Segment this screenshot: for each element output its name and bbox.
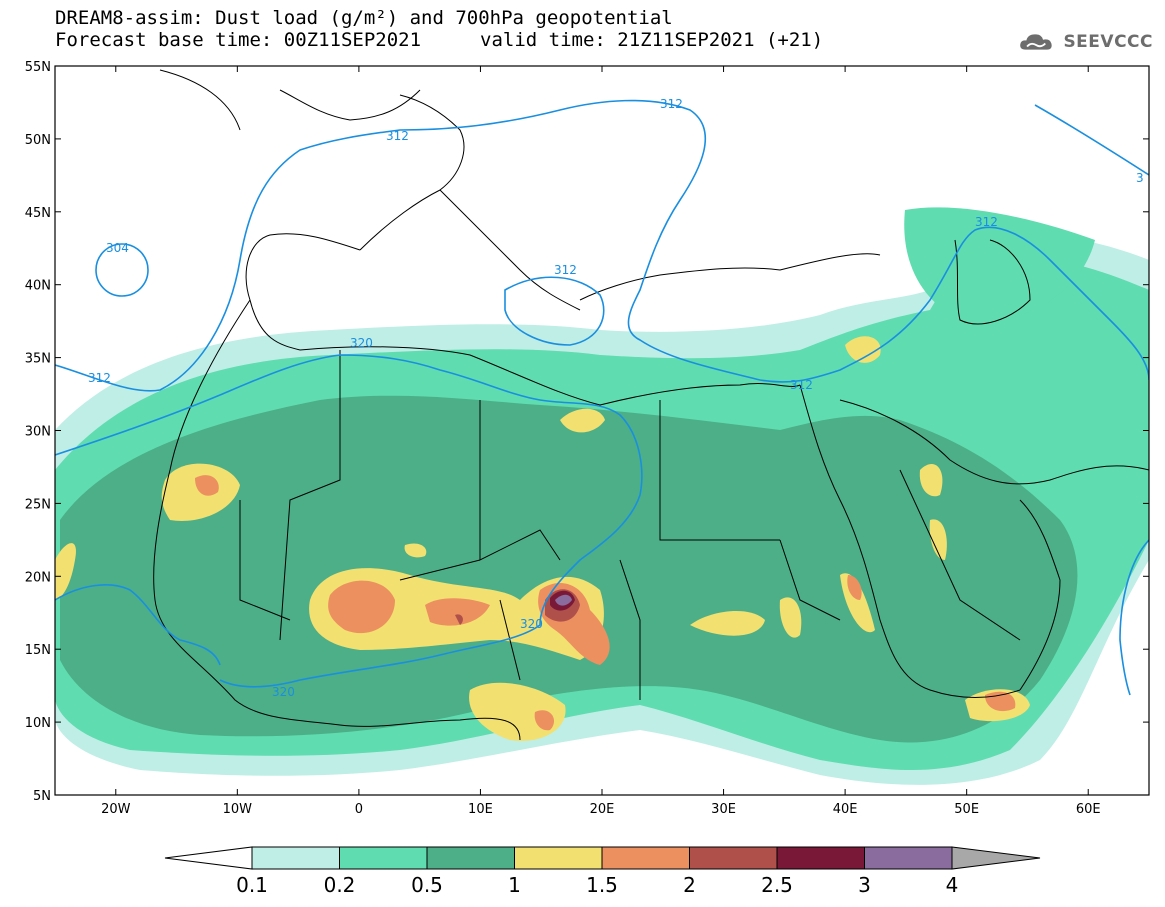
- colorbar-swatch: [514, 846, 603, 870]
- isoline-label: 320: [272, 685, 295, 699]
- colorbar-level-label: 0.1: [236, 873, 268, 897]
- isoline-label: 312: [88, 371, 111, 385]
- colorbar-level-label: 2: [683, 873, 696, 897]
- lon-label: 10E: [468, 802, 493, 817]
- isoline-label: 312: [975, 215, 998, 229]
- lon-label: 40E: [833, 802, 858, 817]
- colorbar-swatch: [601, 846, 690, 870]
- isoline-label: 312: [386, 129, 409, 143]
- lat-label: 35N: [25, 352, 51, 367]
- latitude-axis: 55N 50N 45N 40N 35N 30N 25N 20N 15N 10N 5N: [25, 60, 1149, 804]
- lon-label: 10W: [223, 802, 253, 817]
- colorbar-swatch: [689, 846, 778, 870]
- colorbar-level-label: 2.5: [761, 873, 793, 897]
- lon-label: 30E: [711, 802, 736, 817]
- colorbar-level-label: 3: [858, 873, 871, 897]
- colorbar-swatch: [776, 846, 865, 870]
- lat-label: 5N: [33, 789, 51, 804]
- colorbar-swatch: [251, 846, 340, 870]
- dust-field: [55, 66, 1149, 795]
- dust-contour-3: [555, 594, 572, 606]
- colorbar-swatch: [339, 846, 428, 870]
- colorbar: 0.1 0.2 0.5 1 1.5 2 2.5 3 4: [164, 846, 1041, 897]
- colorbar-level-label: 1.5: [586, 873, 618, 897]
- coastlines: [153, 69, 1149, 741]
- isoline-label: 304: [106, 241, 129, 255]
- isoline-label: 320: [350, 336, 373, 350]
- map-title: DREAM8-assim: Dust load (g/m²) and 700hP…: [55, 7, 673, 29]
- colorbar-level-label: 1: [508, 873, 521, 897]
- valid-time: valid time: 21Z11SEP2021 (+21): [480, 29, 824, 51]
- lon-label: 20E: [590, 802, 615, 817]
- lat-label: 55N: [25, 60, 51, 75]
- forecast-base-time: Forecast base time: 00Z11SEP2021: [55, 29, 422, 51]
- geopotential-isolines: [55, 99, 1149, 696]
- colorbar-over-arrow: [951, 846, 1041, 870]
- dust-contour-0.5: [60, 395, 1078, 743]
- colorbar-swatch: [426, 846, 515, 870]
- lat-label: 25N: [25, 497, 51, 512]
- lat-label: 15N: [25, 643, 51, 658]
- isoline-labels: 312 312 312 312 312 320 320 320 312 304 …: [88, 97, 1144, 699]
- colorbar-swatch: [864, 846, 953, 870]
- cloud-logo-icon: [1020, 34, 1052, 50]
- colorbar-under-arrow: [164, 846, 253, 870]
- isoline-label: 3: [1136, 171, 1144, 185]
- isoline-label: 312: [660, 97, 683, 111]
- isoline-label: 312: [554, 263, 577, 277]
- lat-label: 30N: [25, 425, 51, 440]
- longitude-axis: 20W 10W 0 10E 20E 30E 40E 50E 60E: [101, 66, 1101, 817]
- lat-label: 10N: [25, 716, 51, 731]
- isoline-label: 320: [520, 617, 543, 631]
- lon-label: 60E: [1076, 802, 1101, 817]
- lon-label: 50E: [954, 802, 979, 817]
- lat-label: 50N: [25, 133, 51, 148]
- lon-label: 20W: [101, 802, 131, 817]
- logo-text: SEEVCCC: [1063, 32, 1153, 52]
- colorbar-level-label: 4: [946, 873, 959, 897]
- lon-label: 0: [355, 802, 363, 817]
- isoline-label: 312: [790, 378, 813, 392]
- lat-label: 40N: [25, 279, 51, 294]
- seevccc-logo: SEEVCCC: [1018, 27, 1153, 57]
- lat-label: 20N: [25, 570, 51, 585]
- colorbar-level-label: 0.5: [411, 873, 443, 897]
- colorbar-level-label: 0.2: [324, 873, 356, 897]
- lat-label: 45N: [25, 206, 51, 221]
